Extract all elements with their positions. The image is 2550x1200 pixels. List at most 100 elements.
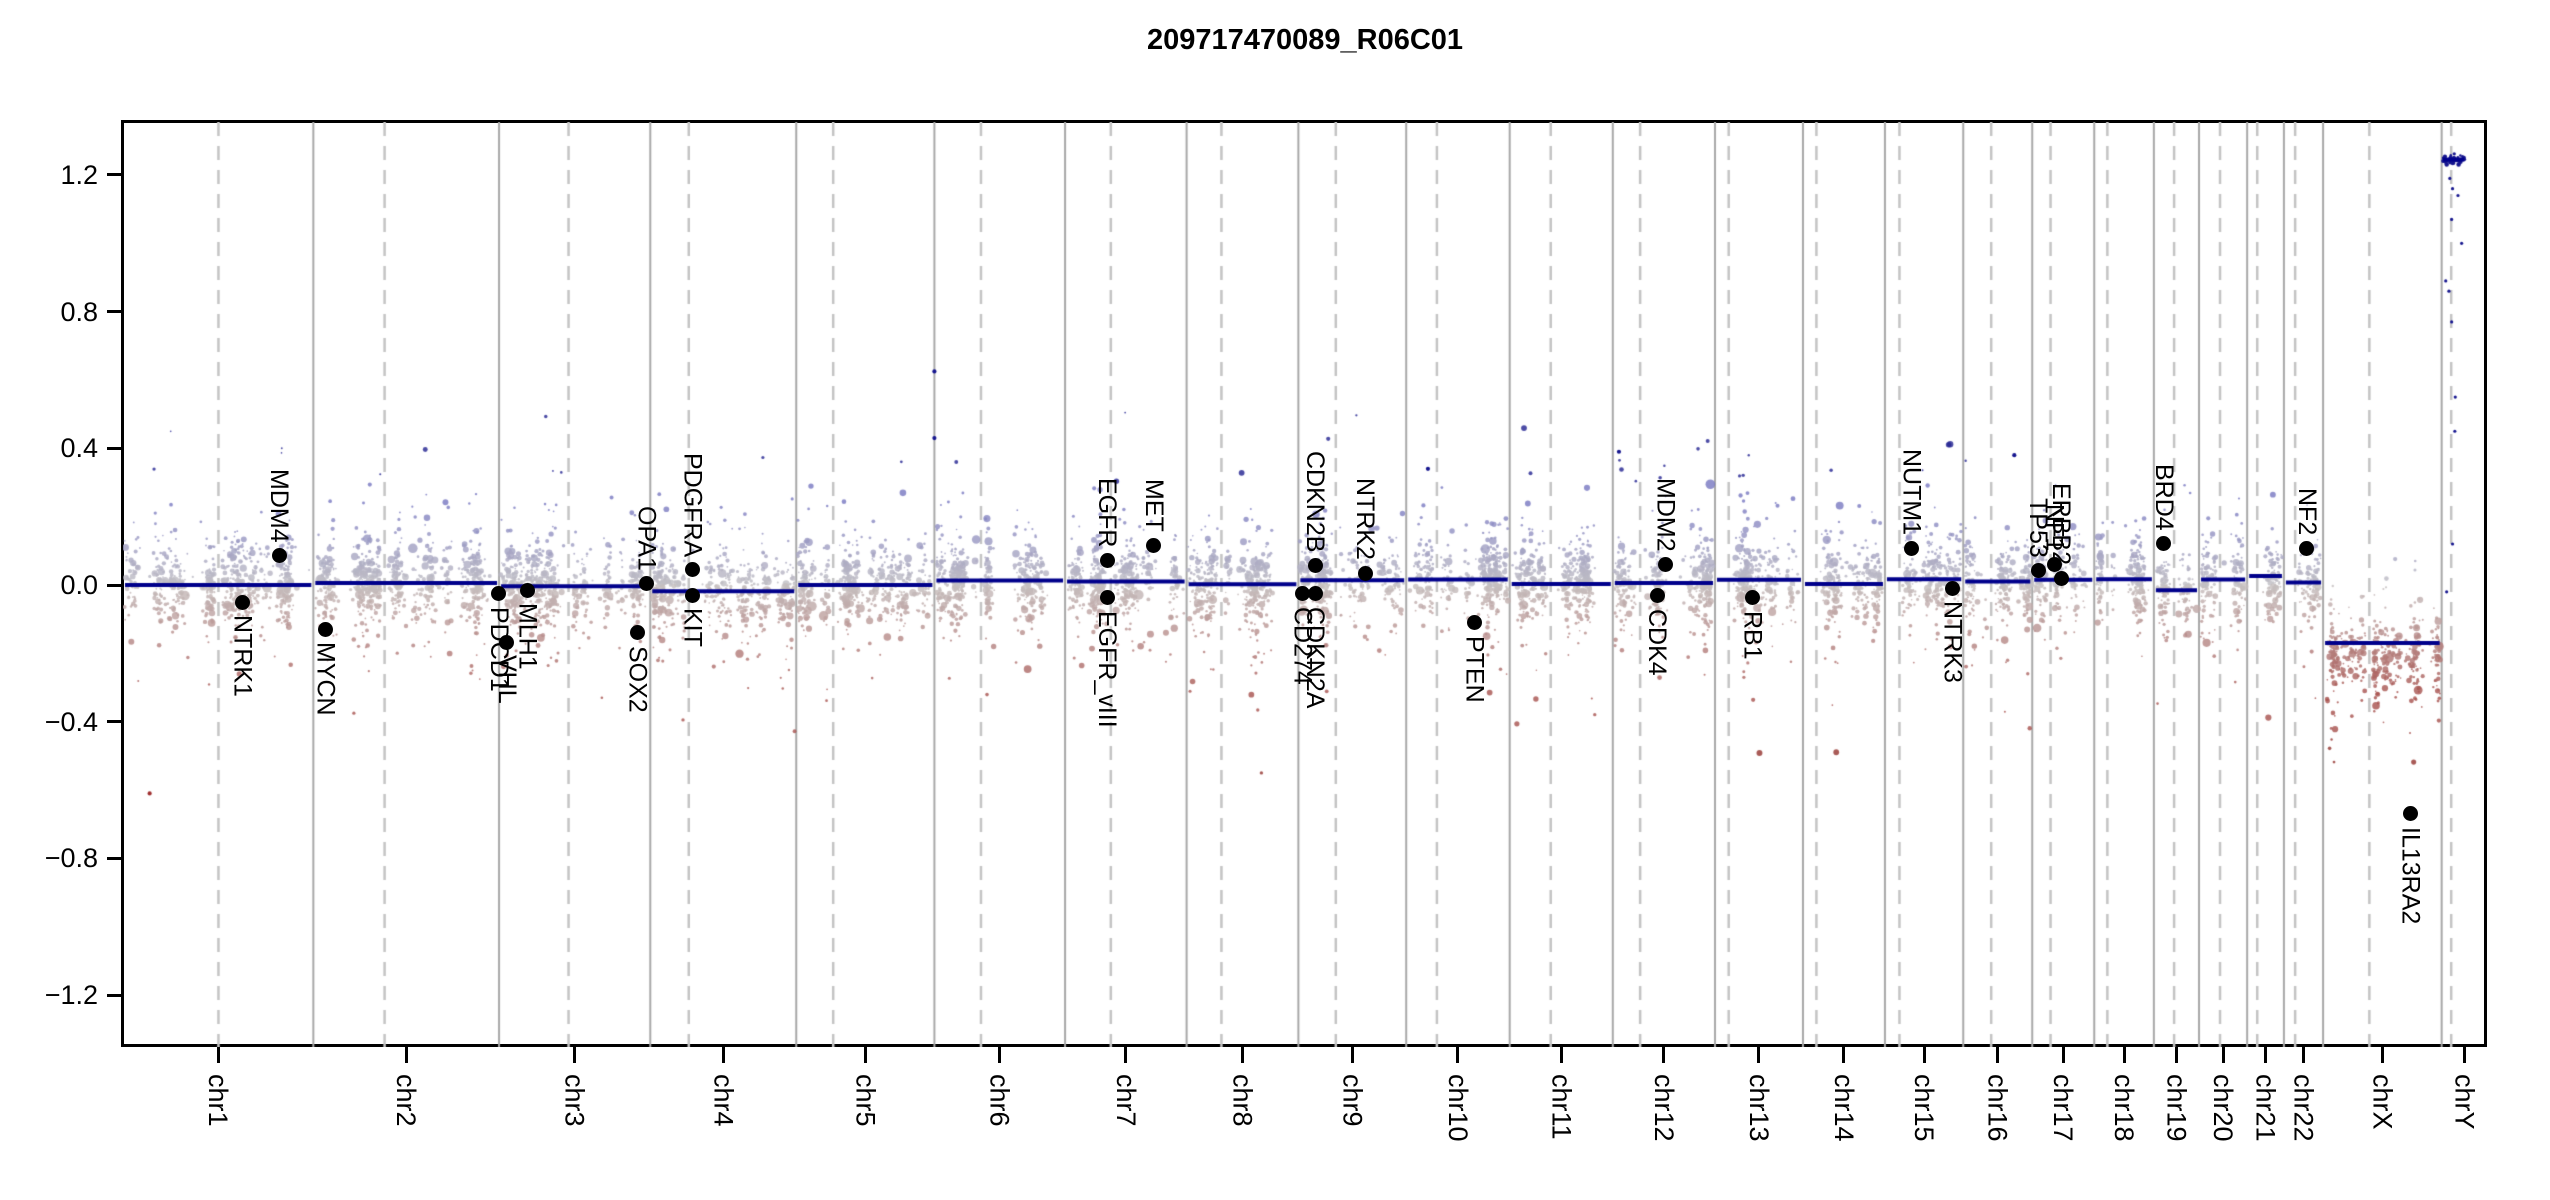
x-tick-label-chr4: chr4: [708, 1074, 739, 1127]
gene-dot-EGFR_vIII: [1099, 590, 1115, 606]
gene-label-ERBB2: ERBB2: [2047, 483, 2076, 566]
gene-dot-NTRK2: [1357, 565, 1373, 581]
gene-dot-VHL: [499, 634, 515, 650]
y-tick-label: 0.4: [60, 433, 98, 464]
x-tick-label-chr20: chr20: [2208, 1074, 2239, 1142]
x-tick-mark: [1662, 1047, 1666, 1063]
gene-dot-RB1: [1744, 590, 1760, 606]
x-tick-mark: [216, 1047, 220, 1063]
gene-label-RB1: RB1: [1738, 610, 1767, 660]
gene-dot-MDM2: [1658, 557, 1674, 573]
x-tick-label-chr5: chr5: [850, 1074, 881, 1127]
gene-label-MYCN: MYCN: [311, 642, 340, 717]
gene-dot-CDKN2B: [1307, 558, 1323, 574]
x-tick-label-chr19: chr19: [2161, 1074, 2192, 1142]
x-tick-mark: [1757, 1047, 1761, 1063]
x-tick-mark: [404, 1047, 408, 1063]
x-tick-label-chr15: chr15: [1909, 1074, 1940, 1142]
gene-label-VHL: VHL: [492, 655, 521, 704]
y-tick-label: 1.2: [60, 159, 98, 190]
x-tick-mark: [573, 1047, 577, 1063]
x-tick-mark: [2462, 1047, 2466, 1063]
gene-dot-PTEN: [1467, 615, 1483, 631]
x-tick-mark: [2221, 1047, 2225, 1063]
gene-dot-TP53: [2030, 563, 2046, 579]
x-tick-mark: [1350, 1047, 1354, 1063]
gene-label-IL13RA2: IL13RA2: [2396, 826, 2425, 925]
gene-label-PDGFRA: PDGFRA: [678, 452, 707, 557]
x-tick-label-chr22: chr22: [2288, 1074, 2319, 1142]
x-tick-mark: [721, 1047, 725, 1063]
gene-dot-MDM4: [271, 548, 287, 564]
gene-label-EGFR: EGFR: [1093, 477, 1122, 548]
gene-dot-OPA1: [639, 576, 655, 592]
x-tick-label-chr14: chr14: [1828, 1074, 1859, 1142]
x-tick-label-chr11: chr11: [1546, 1074, 1577, 1140]
gene-label-NTRK3: NTRK3: [1938, 601, 1967, 684]
gene-dot-NTRK1: [235, 594, 251, 610]
x-tick-mark: [1996, 1047, 2000, 1063]
gene-dot-MLH1: [519, 582, 535, 598]
x-tick-label-chrX: chrX: [2367, 1074, 2398, 1130]
x-tick-mark: [1559, 1047, 1563, 1063]
x-tick-label-chr1: chr1: [203, 1074, 234, 1127]
x-tick-mark: [1842, 1047, 1846, 1063]
x-tick-mark: [1922, 1047, 1926, 1063]
scatter-canvas: [123, 122, 2487, 1047]
x-tick-label-chr16: chr16: [1982, 1074, 2013, 1142]
x-tick-label-chr13: chr13: [1743, 1074, 1774, 1142]
x-tick-mark: [2302, 1047, 2305, 1063]
gene-dot-NTRK3: [1944, 580, 1960, 596]
gene-dot-SOX2: [630, 625, 646, 641]
gene-dot-NUTM1: [1903, 540, 1919, 556]
y-tick-mark: [107, 173, 123, 177]
gene-label-OPA1: OPA1: [632, 506, 661, 571]
gene-label-KIT: KIT: [678, 608, 707, 648]
y-tick-mark: [107, 720, 123, 724]
y-tick-mark: [107, 310, 123, 314]
gene-dot-PDCD1: [491, 586, 507, 602]
gene-label-CDK4: CDK4: [1643, 608, 1672, 676]
gene-label-CD274: CD274: [1288, 606, 1317, 685]
gene-label-CDKN2A: CDKN2A: [1301, 606, 1330, 709]
x-tick-mark: [2122, 1047, 2126, 1063]
x-tick-mark: [2174, 1047, 2178, 1063]
x-tick-label-chr3: chr3: [559, 1074, 590, 1127]
gene-dot-EGFR: [1099, 552, 1115, 568]
x-tick-label-chr18: chr18: [2109, 1074, 2140, 1142]
x-tick-label-chr6: chr6: [984, 1074, 1015, 1127]
gene-label-MLH1: MLH1: [513, 603, 542, 670]
y-tick-label: 0.8: [60, 296, 98, 327]
gene-dot-NF2: [2299, 540, 2315, 556]
gene-label-BRD4: BRD4: [2149, 463, 2178, 531]
x-tick-mark: [863, 1047, 867, 1063]
gene-dot-NF1: [2047, 556, 2063, 572]
gene-dot-PDGFRA: [684, 562, 700, 578]
plot-title: 209717470089_R06C01: [1146, 24, 1464, 56]
gene-label-TP53: TP53: [2024, 497, 2053, 558]
gene-label-MDM4: MDM4: [265, 469, 294, 543]
gene-dot-MET: [1146, 537, 1162, 553]
y-tick-mark: [107, 856, 123, 860]
x-tick-label-chr2: chr2: [391, 1074, 422, 1127]
y-tick-mark: [107, 583, 123, 587]
gene-label-SOX2: SOX2: [623, 645, 652, 713]
x-tick-mark: [2061, 1047, 2065, 1063]
gene-label-NF2: NF2: [2292, 487, 2321, 536]
x-tick-label-chr7: chr7: [1110, 1074, 1141, 1127]
x-tick-mark: [998, 1047, 1002, 1063]
gene-dot-BRD4: [2156, 535, 2172, 551]
gene-dot-CDKN2A: [1307, 586, 1323, 602]
gene-label-PTEN: PTEN: [1460, 635, 1489, 703]
x-tick-mark: [2264, 1047, 2268, 1063]
x-tick-label-chr10: chr10: [1442, 1074, 1473, 1142]
x-tick-mark: [2380, 1047, 2384, 1063]
gene-label-MDM2: MDM2: [1651, 478, 1680, 552]
x-tick-label-chrY: chrY: [2449, 1074, 2480, 1130]
y-tick-mark: [107, 446, 123, 450]
gene-label-NTRK1: NTRK1: [228, 615, 257, 698]
y-tick-label: −1.2: [44, 980, 98, 1010]
gene-label-CDKN2B: CDKN2B: [1301, 451, 1330, 553]
gene-dot-IL13RA2: [2402, 806, 2418, 822]
